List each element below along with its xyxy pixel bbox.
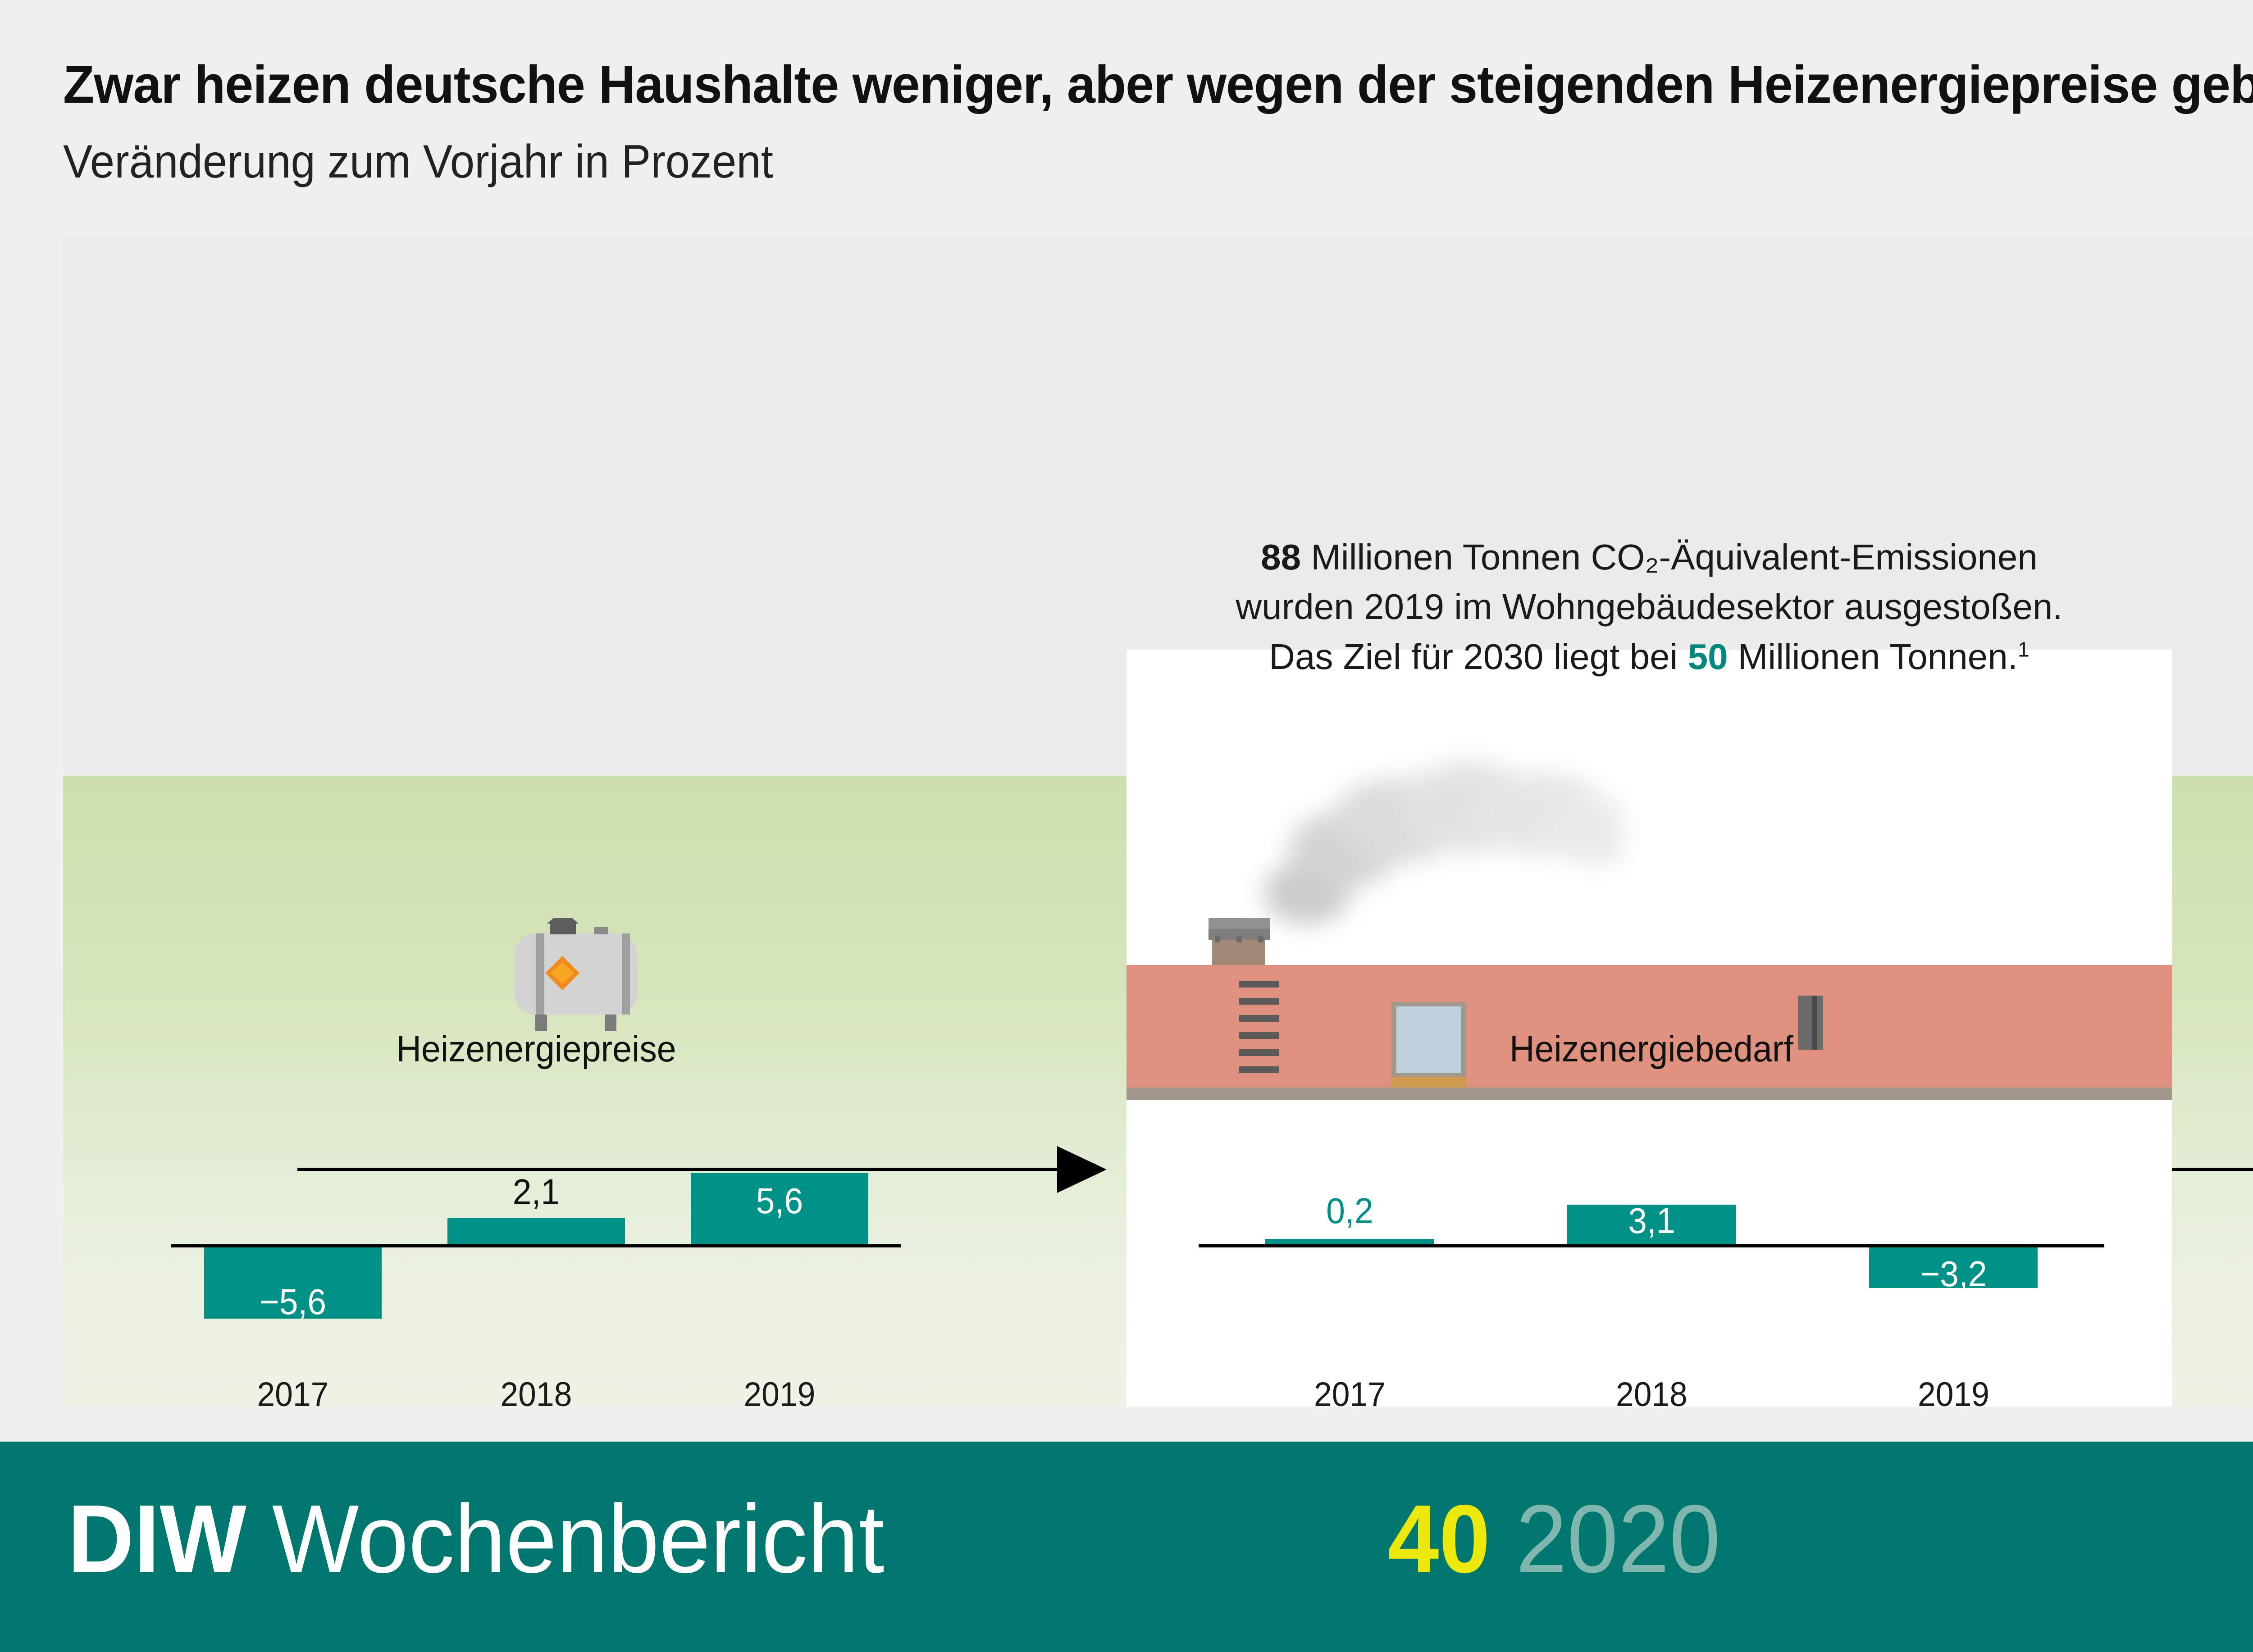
bar-cell: 0,2 <box>1218 1105 1481 1357</box>
issue-info: 40 2020 <box>1388 1483 1720 1595</box>
graphic-panel: 50 1 20 Heizenergiepreise <box>63 235 2253 1406</box>
house-with-chimney-icon <box>1126 918 2172 1100</box>
chart-group-heizenergiebedarf: Heizenergiebedarf 0,2 3,1 −3,2 <box>1199 1028 2104 1406</box>
connector-arrow-right <box>2172 1168 2253 1172</box>
page-subtitle: Veränderung zum Vorjahr in Prozent <box>63 136 773 188</box>
bar-list: 0,2 3,1 −3,2 <box>1199 1105 2104 1357</box>
x-tick: 2019 <box>1917 1375 1989 1406</box>
x-tick: 2018 <box>1615 1375 1687 1406</box>
chart-title: Heizenergiebedarf <box>1510 1029 1793 1069</box>
chart-plot-area: −5,6 2,1 5,6 <box>171 1105 901 1357</box>
issue-year: 2020 <box>1515 1484 1721 1593</box>
x-tick: 2018 <box>500 1375 572 1406</box>
bar-cell: 5,6 <box>674 1105 885 1357</box>
annotation-line-1: 88 Millionen Tonnen CO₂-Äquivalent-Emiss… <box>1072 532 2226 582</box>
bar-value-label: 3,1 <box>1628 1201 1675 1241</box>
bar-2017[interactable] <box>1265 1239 1434 1244</box>
bar-cell: −5,6 <box>187 1105 399 1357</box>
annotation-line-3-pre: Das Ziel für 2030 liegt bei <box>1269 636 1688 677</box>
smoke-plume-icon <box>1264 762 1622 924</box>
annotation-value-50: 50 <box>1687 636 1728 677</box>
bar-value-label: 2,1 <box>512 1172 560 1212</box>
bar-2017[interactable] <box>204 1247 382 1319</box>
annotation-line-2: wurden 2019 im Wohngebäudesektor ausgest… <box>1236 587 2063 627</box>
bar-2019[interactable] <box>690 1173 869 1244</box>
bar-2018[interactable] <box>1567 1205 1736 1244</box>
zero-axis-line <box>171 1244 901 1247</box>
connector-line <box>297 1168 1104 1171</box>
connector-line <box>2172 1168 2253 1171</box>
chart-group-heizenergiepreise: Heizenergiepreise −5,6 2,1 5,6 <box>171 1028 901 1406</box>
publication-brand: DIW Wochenbericht <box>68 1483 884 1595</box>
page-title: Zwar heizen deutsche Haushalte weniger, … <box>63 55 2253 114</box>
bar-list: −5,6 2,1 5,6 <box>171 1105 901 1357</box>
bar-cell: −3,2 <box>1822 1105 2085 1357</box>
oil-tank-icon <box>515 918 637 1031</box>
x-tick: 2017 <box>257 1375 329 1406</box>
bar-value-label: −3,2 <box>1920 1254 1987 1294</box>
bar-value-label: −5,6 <box>259 1282 327 1322</box>
x-tick: 2017 <box>1313 1375 1386 1406</box>
arrow-head-icon <box>1057 1146 1107 1193</box>
connector-arrow-left <box>297 1146 1107 1193</box>
annotation-value-88: 88 <box>1261 537 1301 577</box>
bottom-banner: DIW Wochenbericht 40 2020 DIW BERLIN <box>0 1442 2253 1652</box>
annotation-line-1-rest: Millionen Tonnen CO₂-Äquivalent-Emission… <box>1301 537 2038 577</box>
zero-axis-line <box>1199 1244 2104 1247</box>
annotation-line-3-post: Millionen Tonnen. <box>1728 636 2018 677</box>
issue-number: 40 <box>1388 1484 1491 1593</box>
chart-plot-area: 0,2 3,1 −3,2 <box>1199 1105 2104 1357</box>
annotation-line-3: Das Ziel für 2030 liegt bei 50 Millionen… <box>1072 632 2226 682</box>
bar-cell: 2,1 <box>430 1105 642 1357</box>
x-axis-tick-labels: 2017 2018 2019 <box>171 1375 901 1406</box>
x-tick: 2019 <box>743 1375 816 1406</box>
bar-2018[interactable] <box>447 1218 625 1244</box>
emissions-annotation: 88 Millionen Tonnen CO₂-Äquivalent-Emiss… <box>1072 532 2226 682</box>
brand-wochenbericht: Wochenbericht <box>246 1484 885 1593</box>
brand-diw: DIW <box>68 1484 247 1593</box>
footnote-marker: 1 <box>2017 637 2030 661</box>
bar-value-label: 0,2 <box>1326 1191 1373 1231</box>
chart-title: Heizenergiepreise <box>396 1029 676 1069</box>
bar-2019[interactable] <box>1869 1247 2038 1288</box>
bar-value-label: 5,6 <box>756 1181 803 1221</box>
bar-cell: 3,1 <box>1520 1105 1783 1357</box>
x-axis-tick-labels: 2017 2018 2019 <box>1199 1375 2104 1406</box>
